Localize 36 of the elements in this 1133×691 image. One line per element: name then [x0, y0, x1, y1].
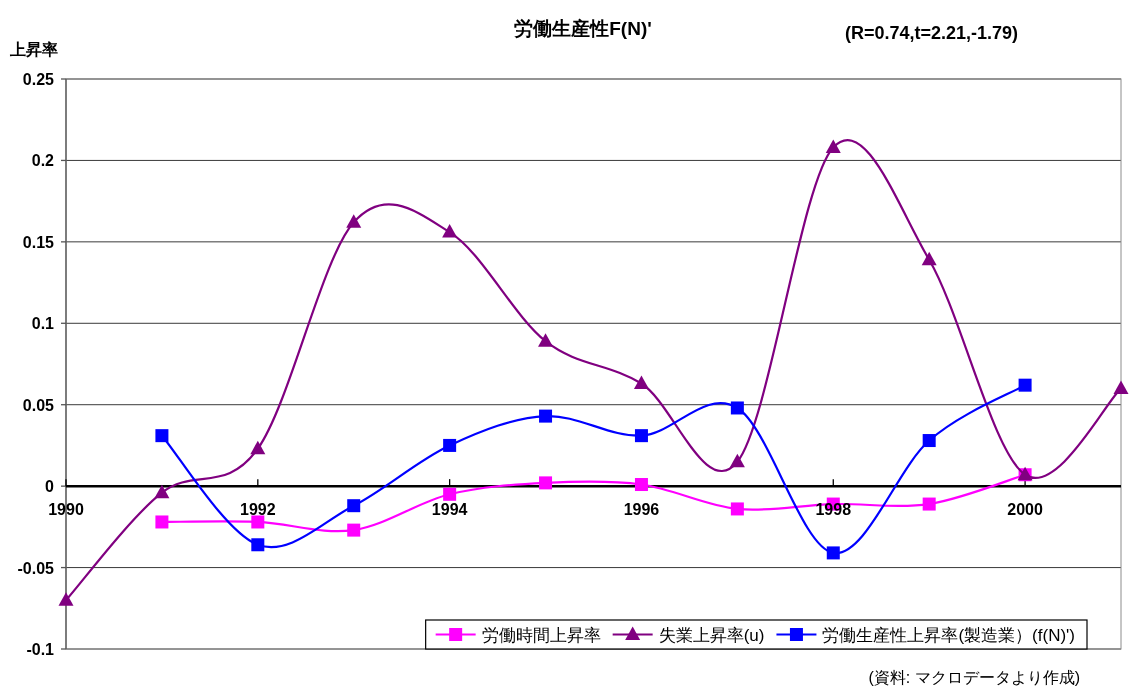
point [347, 499, 361, 513]
point [922, 434, 936, 448]
point [251, 515, 265, 529]
point [154, 484, 170, 499]
point [538, 333, 554, 347]
legend-label: 労働生産性上昇率(製造業）(f(N)') [822, 625, 1075, 645]
point [634, 478, 648, 492]
point [921, 251, 937, 266]
point [922, 497, 936, 511]
annotation: (資料: マクロデータより作成) [868, 669, 1080, 686]
point [155, 515, 169, 529]
point [443, 487, 457, 501]
point [443, 438, 457, 452]
point [730, 502, 744, 516]
point [826, 546, 840, 560]
point [539, 409, 553, 423]
point [1018, 378, 1032, 392]
point [729, 453, 745, 468]
point [251, 538, 265, 552]
point [346, 214, 362, 228]
point [730, 401, 744, 415]
point [442, 224, 458, 238]
subtitle: (R=0.74,t=2.21,-1.79) [845, 23, 1019, 43]
point [539, 476, 553, 490]
point [250, 440, 266, 455]
point [155, 429, 169, 443]
legend-label: 失業上昇率(u) [658, 625, 765, 645]
ylabel: 上昇率 [10, 41, 58, 58]
legend-label: 労働時間上昇率 [481, 625, 601, 645]
point [1113, 380, 1129, 394]
point [825, 139, 841, 153]
point [347, 523, 361, 537]
point [633, 375, 649, 390]
point [58, 592, 74, 606]
title: 労働生産性F(N)' [514, 18, 652, 39]
point [634, 429, 648, 443]
